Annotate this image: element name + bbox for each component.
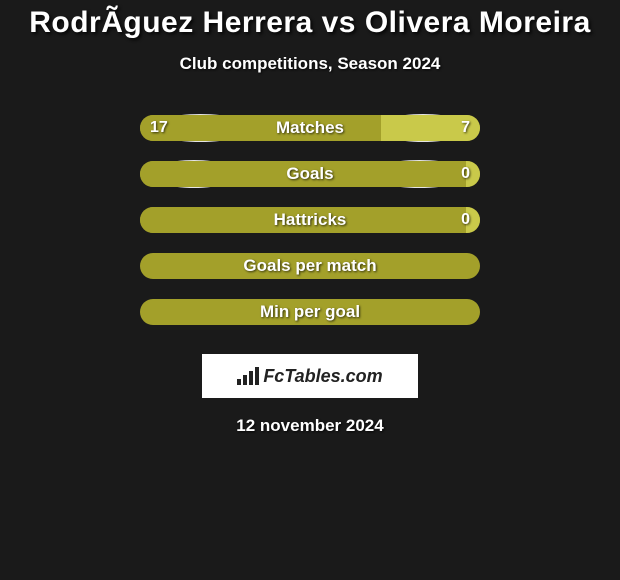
logo-text: FcTables.com [263, 366, 382, 387]
stat-row: 0Hattricks [140, 206, 480, 234]
logo: FcTables.com [237, 366, 382, 387]
right-value: 0 [451, 165, 480, 183]
logo-box[interactable]: FcTables.com [202, 354, 418, 398]
stat-rows: 177Matches0Goals0HattricksGoals per matc… [140, 114, 480, 344]
stat-bar: 0Goals [140, 161, 480, 187]
stat-bar: 177Matches [140, 115, 480, 141]
stat-bar: 0Hattricks [140, 207, 480, 233]
bar-right-segment: 0 [466, 207, 480, 233]
bar-left-segment [140, 253, 480, 279]
bar-left-segment [140, 207, 466, 233]
bars-icon [237, 367, 259, 385]
stat-row: 177Matches [140, 114, 480, 142]
subtitle: Club competitions, Season 2024 [180, 54, 441, 74]
comparison-widget: RodrÃ­guez Herrera vs Olivera Moreira Cl… [0, 0, 620, 436]
stat-row: 0Goals [140, 160, 480, 188]
bar-right-segment: 7 [381, 115, 480, 141]
bar-left-segment: 17 [140, 115, 381, 141]
right-value: 0 [451, 211, 480, 229]
bar-left-segment [140, 161, 466, 187]
stat-bar: Goals per match [140, 253, 480, 279]
date-label: 12 november 2024 [236, 416, 383, 436]
stat-row: Min per goal [140, 298, 480, 326]
bar-right-segment: 0 [466, 161, 480, 187]
left-value: 17 [140, 119, 178, 137]
bar-left-segment [140, 299, 480, 325]
stat-row: Goals per match [140, 252, 480, 280]
stat-bar: Min per goal [140, 299, 480, 325]
page-title: RodrÃ­guez Herrera vs Olivera Moreira [29, 6, 591, 40]
right-value: 7 [451, 119, 480, 137]
